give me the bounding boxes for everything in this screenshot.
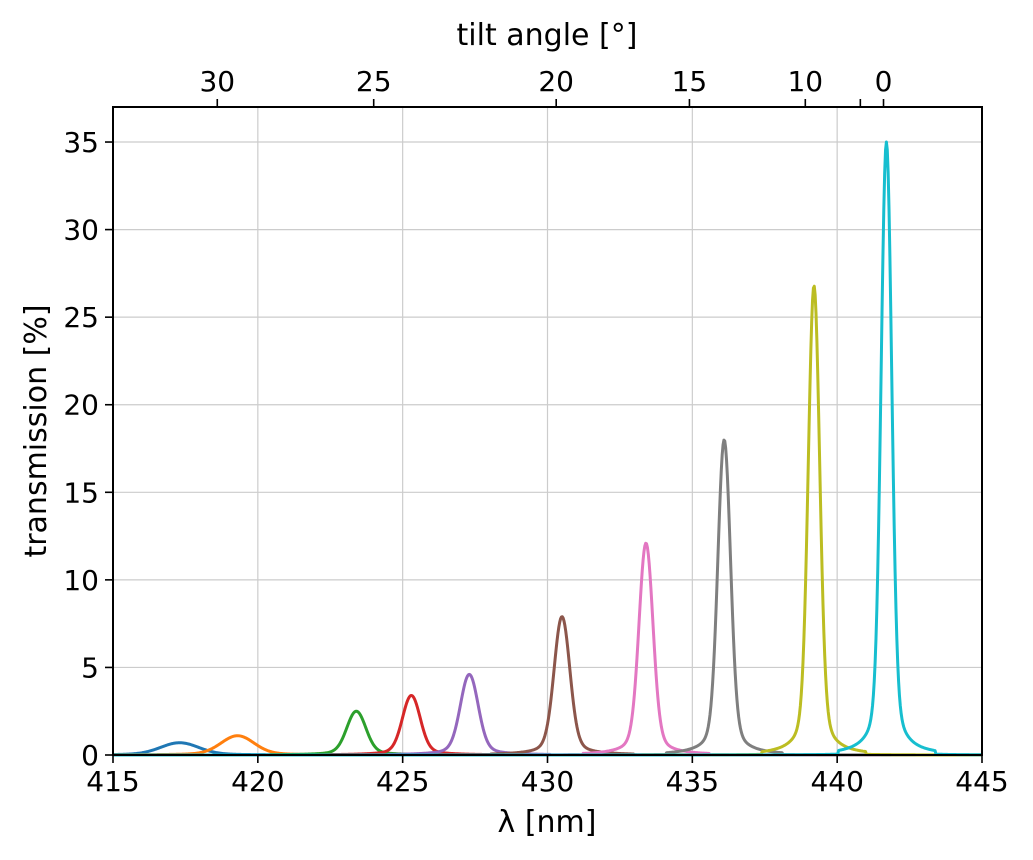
top-tick-label: 20 (538, 65, 574, 98)
top-tick-label: 15 (672, 65, 708, 98)
top-tick-label: 30 (199, 65, 235, 98)
top-axis-label: tilt angle [°] (457, 18, 638, 53)
x-tick-label: 440 (810, 765, 863, 798)
top-tick-label: 0 (875, 65, 893, 98)
y-tick-label: 35 (63, 126, 99, 159)
x-tick-label: 445 (955, 765, 1008, 798)
y-tick-label: 25 (63, 301, 99, 334)
y-tick-label: 15 (63, 476, 99, 509)
y-tick-label: 10 (63, 564, 99, 597)
top-tick-label: 25 (356, 65, 392, 98)
tick-labels: 415 420 425 430 435 440 445 0 5 10 15 20 25 30 35 30 25 2… (63, 65, 1008, 798)
grid (112, 107, 983, 756)
x-tick-label: 425 (376, 765, 429, 798)
y-tick-label: 0 (81, 739, 99, 772)
y-tick-label: 20 (63, 389, 99, 422)
x-axis-label: λ [nm] (498, 805, 597, 840)
y-tick-label: 30 (63, 214, 99, 247)
top-tick-label: 10 (787, 65, 823, 98)
x-tick-label: 415 (86, 765, 139, 798)
x-tick-label: 435 (666, 765, 719, 798)
axis-ticks (105, 99, 983, 763)
y-tick-label: 5 (81, 651, 99, 684)
x-tick-label: 430 (521, 765, 574, 798)
x-tick-label: 420 (231, 765, 284, 798)
y-axis-label: transmission [%] (19, 304, 54, 557)
